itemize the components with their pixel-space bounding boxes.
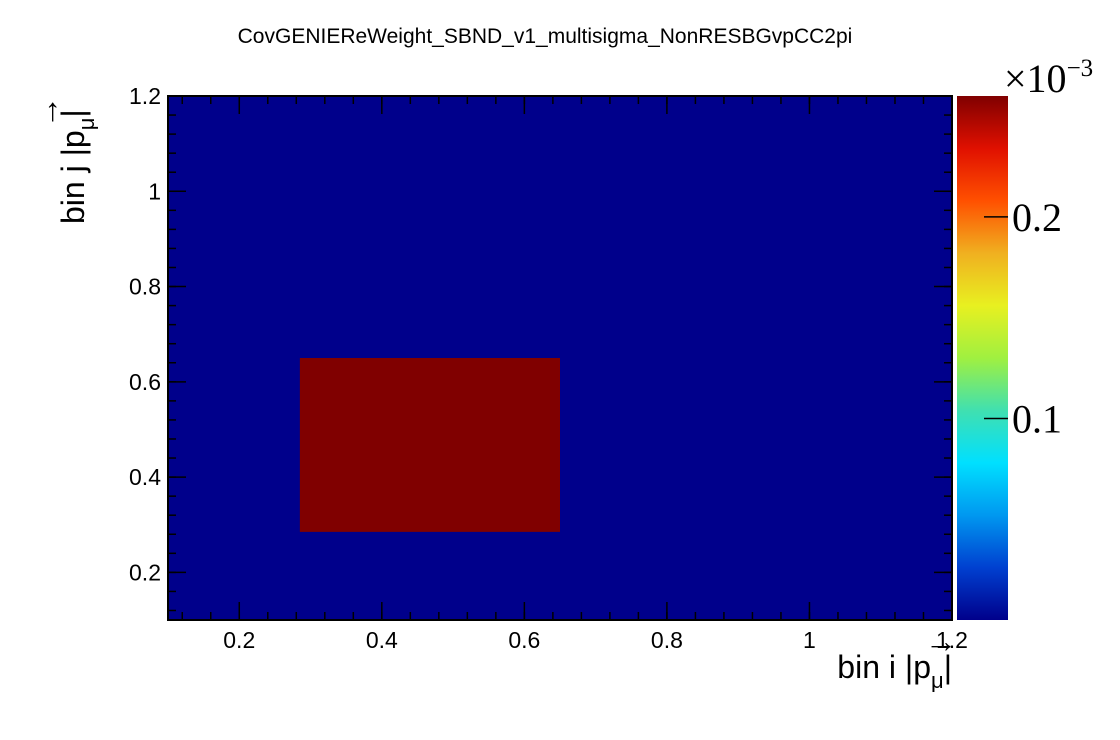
colorbar-tick-label: 0.2	[1012, 195, 1062, 240]
x-tick-label: 0.4	[366, 627, 398, 653]
x-axis-title-vector-arrow: →	[925, 623, 957, 659]
y-tick-label: 1	[148, 178, 161, 204]
y-axis-title-vector-arrow: →	[29, 96, 65, 128]
heatmap-cells	[299, 358, 560, 532]
y-tick-label: 0.4	[129, 464, 161, 490]
plot-frame	[167, 95, 953, 621]
colorbar-ticks: 0.1 0.2	[984, 195, 1062, 441]
x-tick-label: 0.6	[508, 627, 540, 653]
x-tick-label: 0.8	[651, 627, 683, 653]
colorbar-gradient	[957, 96, 1008, 620]
x-tick-label: 1	[803, 627, 816, 653]
colorbar: 0.1 0.2 ×10−3	[957, 55, 1093, 620]
y-axis-title: bin j |pμ|	[55, 109, 99, 224]
colorbar-tick-label: 0.1	[1012, 396, 1062, 441]
chart-title: CovGENIEReWeight_SBND_v1_multisigma_NonR…	[238, 25, 853, 48]
x-tick-label: 0.2	[223, 627, 255, 653]
y-tick-label: 1.2	[129, 83, 161, 109]
y-axis-title-group: bin j |pμ| →	[29, 96, 99, 224]
x-axis-title: bin i |pμ|	[837, 649, 952, 693]
colorbar-multiplier: ×10−3	[1004, 55, 1093, 101]
y-tick-label: 0.2	[129, 559, 161, 585]
y-tick-label: 0.6	[129, 369, 161, 395]
y-axis: 0.2 0.4 0.6 0.8 1 1.2	[129, 83, 952, 612]
heatmap-cell	[299, 358, 560, 532]
x-axis: 0.2 0.4 0.6 0.8 1 1.2	[181, 96, 968, 653]
y-tick-label: 0.8	[129, 274, 161, 300]
plot-area: 0.2 0.4 0.6 0.8 1 1.2 0.2 0.4 0.6 0.8 1 1.2	[129, 83, 968, 653]
x-tick-label: 1.2	[936, 627, 968, 653]
